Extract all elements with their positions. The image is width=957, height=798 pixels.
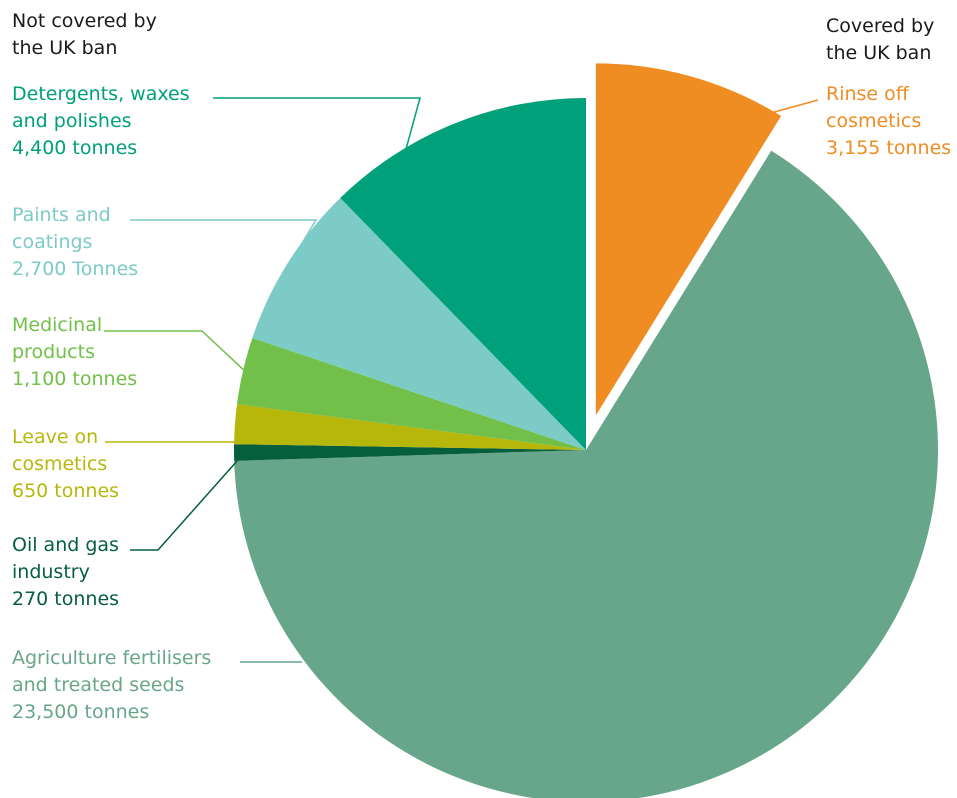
pie-slice-detergents: [340, 98, 586, 450]
pie-slice-medicinal: [236, 337, 586, 450]
leader-line-oil-gas: [130, 456, 242, 551]
label-line: Leave on: [12, 426, 99, 448]
label-detergents: Detergents, waxes and polishes 4,400 ton…: [12, 81, 190, 162]
label-value: 2,700 Tonnes: [12, 258, 139, 280]
label-paints: Paints and coatings 2,700 Tonnes: [12, 202, 138, 283]
pie-slices: [234, 63, 938, 798]
leader-line-medicinal: [104, 330, 246, 372]
header-not-covered: Not covered by the UK ban: [12, 8, 157, 62]
label-rinse-off: Rinse off cosmetics 3,155 tonnes: [826, 81, 951, 162]
leader-line-paints: [130, 219, 318, 265]
header-covered-line: Covered by: [826, 15, 935, 37]
label-line: Paints and: [12, 204, 111, 226]
label-value: 4,400 tonnes: [12, 137, 138, 159]
label-medicinal: Medicinal products 1,100 tonnes: [12, 312, 137, 393]
pie-slice-paints: [252, 197, 586, 450]
label-line: and polishes: [12, 110, 132, 132]
leader-line-detergents: [213, 97, 421, 151]
label-agriculture: Agriculture fertilisers and treated seed…: [12, 645, 211, 726]
label-line: Medicinal: [12, 314, 103, 336]
label-line: Detergents, waxes: [12, 83, 190, 105]
label-line: cosmetics: [12, 453, 108, 475]
header-not-covered-line: Not covered by: [12, 10, 157, 32]
label-line: cosmetics: [826, 110, 922, 132]
label-value: 23,500 tonnes: [12, 701, 150, 723]
label-line: industry: [12, 561, 90, 583]
header-not-covered-line: the UK ban: [12, 37, 118, 59]
label-oil-gas: Oil and gas industry 270 tonnes: [12, 532, 119, 613]
label-line: Agriculture fertilisers: [12, 647, 212, 669]
label-line: coatings: [12, 231, 93, 253]
label-line: Rinse off: [826, 83, 909, 105]
label-line: products: [12, 341, 95, 363]
header-covered: Covered by the UK ban: [826, 13, 934, 67]
pie-slice-agriculture: [234, 150, 938, 798]
label-value: 3,155 tonnes: [826, 137, 952, 159]
leader-lines: [104, 97, 819, 663]
pie-slice-rinse-off: [595, 63, 782, 416]
label-value: 270 tonnes: [12, 588, 120, 610]
label-line: Oil and gas: [12, 534, 119, 556]
header-covered-line: the UK ban: [826, 42, 932, 64]
leader-line-rinse-off: [771, 99, 819, 114]
pie-slice-leave-on: [234, 404, 586, 450]
label-line: and treated seeds: [12, 674, 185, 696]
label-leave-on: Leave on cosmetics 650 tonnes: [12, 424, 119, 505]
label-value: 1,100 tonnes: [12, 368, 138, 390]
label-value: 650 tonnes: [12, 480, 120, 502]
pie-slice-oil-gas: [234, 444, 586, 461]
